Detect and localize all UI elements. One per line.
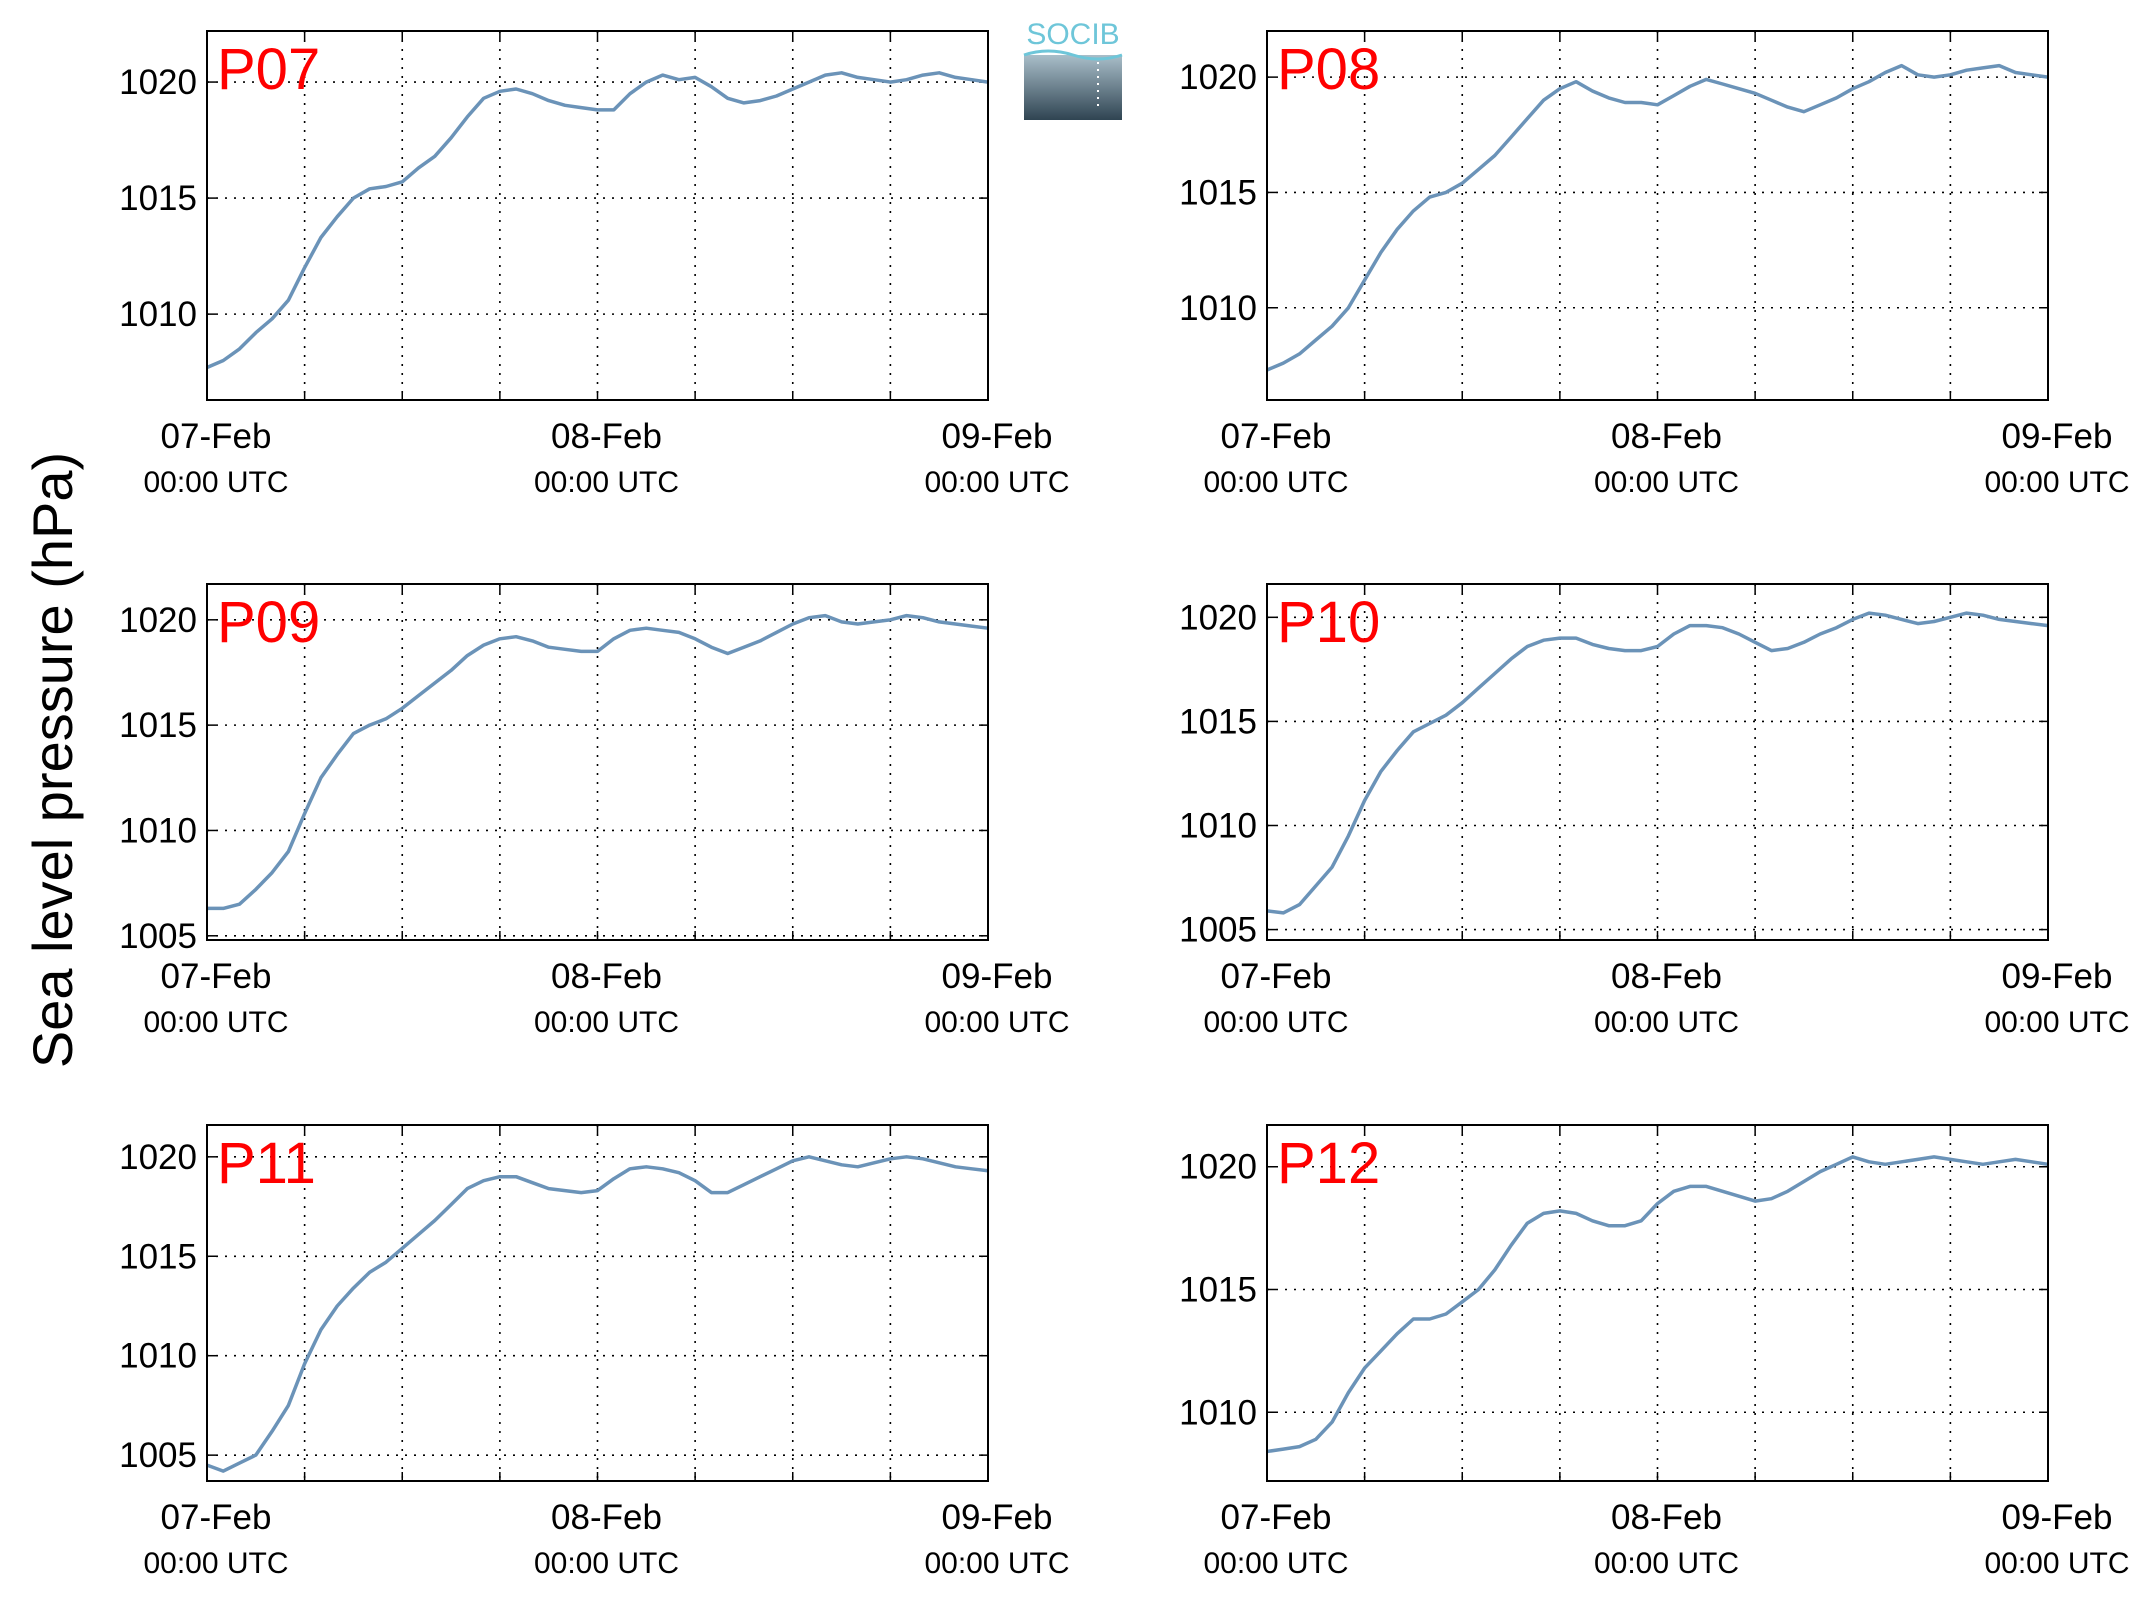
y-axis-title: Sea level pressure (hPa)	[21, 452, 84, 1068]
y-tick-label: 1015	[119, 706, 197, 745]
y-tick-label: 1020	[119, 1138, 197, 1177]
y-tick-label: 1015	[119, 1237, 197, 1276]
x-tick-date-label: 08-Feb	[551, 957, 662, 996]
x-tick-date-label: 08-Feb	[1611, 1498, 1722, 1537]
panel-p08: 1010 1015 1020 07-Feb 00:00 UTC 08-Feb 00:00 U…	[1179, 30, 2130, 499]
x-tick-date-label: 09-Feb	[942, 417, 1053, 456]
x-tick-date-label: 07-Feb	[161, 957, 272, 996]
x-tick-date-label: 09-Feb	[2002, 417, 2113, 456]
x-tick-date-label: 08-Feb	[551, 417, 662, 456]
plot-area	[1267, 1125, 2048, 1481]
x-tick-date-label: 07-Feb	[1221, 1498, 1332, 1537]
x-tick-time-label: 00:00 UTC	[1984, 1006, 2129, 1039]
pressure-series-line	[1266, 63, 2049, 372]
y-tick-label: 1010	[119, 1337, 197, 1376]
plot-area	[207, 584, 988, 940]
pressure-series-line	[206, 71, 989, 370]
x-tick-date-label: 09-Feb	[2002, 957, 2113, 996]
x-tick-time-label: 00:00 UTC	[1594, 1006, 1739, 1039]
panel-label: P10	[1277, 590, 1380, 655]
y-tick-label: 1020	[1179, 58, 1257, 97]
x-tick-date-label: 07-Feb	[161, 417, 272, 456]
panel-p12: 1010 1015 1020 07-Feb 00:00 UTC 08-Feb 00:00 U…	[1179, 1124, 2130, 1580]
panel-p07: 1010 1015 1020 07-Feb 00:00 UTC 08-Feb 00:00 U…	[119, 30, 1070, 499]
y-tick-label: 1020	[1179, 598, 1257, 637]
y-tick-label: 1010	[1179, 806, 1257, 845]
x-tick-time-label: 00:00 UTC	[143, 466, 288, 499]
panel-label: P09	[217, 590, 320, 655]
panel-p09: 1005 1010 1015 1020 07-Feb 00:00 UTC 08-Feb 00:…	[119, 583, 1070, 1039]
logo-block	[1024, 55, 1122, 120]
x-tick-time-label: 00:00 UTC	[534, 1006, 679, 1039]
plot-area	[207, 1125, 988, 1481]
x-tick-time-label: 00:00 UTC	[924, 1547, 1069, 1580]
axes-frame	[1266, 1124, 2049, 1482]
x-tick-time-label: 00:00 UTC	[534, 466, 679, 499]
plot-area	[1267, 584, 2048, 940]
y-tick-label: 1010	[1179, 289, 1257, 328]
panel-label: P07	[217, 37, 320, 102]
x-tick-date-label: 08-Feb	[1611, 957, 1722, 996]
y-tick-label: 1010	[119, 811, 197, 850]
y-tick-label: 1010	[1179, 1393, 1257, 1432]
socib-logo: SOCIB	[1023, 18, 1123, 120]
x-tick-date-label: 07-Feb	[1221, 417, 1332, 456]
y-tick-label: 1015	[1179, 702, 1257, 741]
axes-frame	[1266, 583, 2049, 941]
x-tick-time-label: 00:00 UTC	[1203, 1547, 1348, 1580]
y-tick-label: 1005	[119, 917, 197, 956]
x-tick-date-label: 07-Feb	[161, 1498, 272, 1537]
pressure-series-line	[1266, 1155, 2049, 1454]
logo-text: SOCIB	[1026, 18, 1119, 51]
x-tick-date-label: 08-Feb	[551, 1498, 662, 1537]
x-tick-date-label: 09-Feb	[942, 1498, 1053, 1537]
x-tick-time-label: 00:00 UTC	[534, 1547, 679, 1580]
panel-p10: 1005 1010 1015 1020 07-Feb 00:00 UTC 08-Feb 00:…	[1179, 583, 2130, 1039]
y-tick-label: 1005	[119, 1436, 197, 1475]
y-tick-label: 1020	[1179, 1148, 1257, 1187]
y-tick-label: 1010	[119, 295, 197, 334]
x-tick-date-label: 09-Feb	[2002, 1498, 2113, 1537]
y-tick-label: 1020	[119, 63, 197, 102]
axes-frame	[206, 1124, 989, 1482]
panel-p11: 1005 1010 1015 1020 07-Feb 00:00 UTC 08-Feb 00:…	[119, 1124, 1070, 1580]
x-tick-time-label: 00:00 UTC	[1203, 466, 1348, 499]
pressure-series-line	[206, 1155, 989, 1473]
pressure-series-line	[207, 613, 989, 911]
axes-frame	[206, 583, 989, 941]
panel-label: P08	[1277, 37, 1380, 102]
x-tick-time-label: 00:00 UTC	[1594, 466, 1739, 499]
axes-frame	[206, 30, 989, 401]
panel-label: P12	[1277, 1131, 1380, 1196]
pressure-series-line	[1266, 611, 2049, 915]
panel-label: P11	[217, 1131, 316, 1196]
x-tick-date-label: 07-Feb	[1221, 957, 1332, 996]
panels: 1010 1015 1020 07-Feb 00:00 UTC 08-Feb 00:00 U…	[119, 30, 2130, 1580]
y-tick-label: 1020	[119, 601, 197, 640]
x-tick-time-label: 00:00 UTC	[924, 466, 1069, 499]
x-tick-time-label: 00:00 UTC	[924, 1006, 1069, 1039]
x-tick-time-label: 00:00 UTC	[143, 1006, 288, 1039]
y-tick-label: 1015	[1179, 173, 1257, 212]
x-tick-time-label: 00:00 UTC	[143, 1547, 288, 1580]
x-tick-time-label: 00:00 UTC	[1203, 1006, 1348, 1039]
y-tick-label: 1005	[1179, 911, 1257, 950]
x-tick-date-label: 09-Feb	[942, 957, 1053, 996]
x-tick-time-label: 00:00 UTC	[1984, 466, 2129, 499]
y-tick-label: 1015	[1179, 1270, 1257, 1309]
y-tick-label: 1015	[119, 179, 197, 218]
x-tick-time-label: 00:00 UTC	[1984, 1547, 2129, 1580]
logo-wave	[1023, 49, 1123, 61]
x-tick-time-label: 00:00 UTC	[1594, 1547, 1739, 1580]
x-tick-date-label: 08-Feb	[1611, 417, 1722, 456]
axes-frame	[1266, 30, 2049, 401]
